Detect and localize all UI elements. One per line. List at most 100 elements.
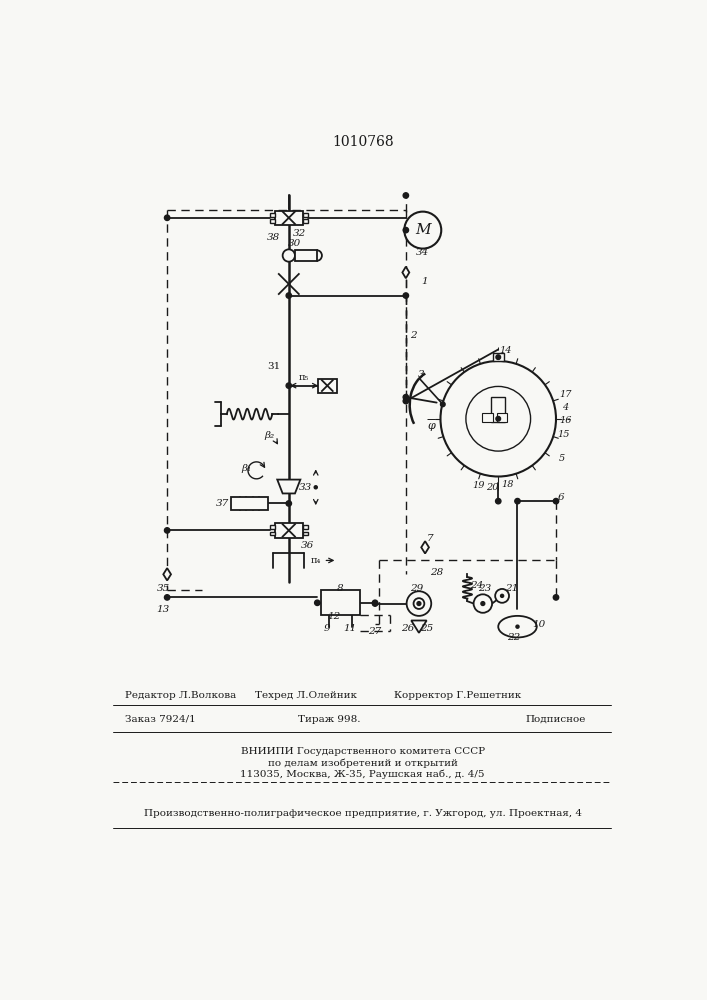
Circle shape: [554, 595, 559, 600]
Text: Производственно-полиграфическое предприятие, г. Ужгород, ул. Проектная, 4: Производственно-полиграфическое предприя…: [144, 808, 582, 818]
Ellipse shape: [498, 616, 537, 637]
Bar: [275, 211, 303, 225]
Text: 35: 35: [157, 584, 170, 593]
Bar: [269, 213, 275, 217]
Text: 11: 11: [344, 624, 357, 633]
Circle shape: [440, 402, 445, 407]
Text: 113035, Москва, Ж-35, Раушская наб., д. 4/5: 113035, Москва, Ж-35, Раушская наб., д. …: [240, 770, 485, 779]
Text: 1: 1: [422, 277, 428, 286]
Text: 6: 6: [558, 493, 565, 502]
Circle shape: [165, 595, 170, 600]
Circle shape: [554, 498, 559, 504]
Text: 34: 34: [416, 248, 429, 257]
Circle shape: [373, 601, 378, 606]
Text: 24: 24: [470, 581, 484, 590]
Circle shape: [315, 600, 320, 605]
Circle shape: [283, 249, 295, 262]
Bar: [295, 250, 317, 261]
Text: 32: 32: [293, 229, 306, 238]
Text: 17: 17: [559, 390, 571, 399]
Bar: [491, 397, 506, 422]
Bar: [231, 497, 268, 510]
Circle shape: [501, 594, 503, 597]
Text: Техред Л.Олейник: Техред Л.Олейник: [255, 691, 357, 700]
Bar: [275, 523, 303, 538]
Bar: [321, 590, 360, 615]
Circle shape: [404, 212, 441, 249]
Text: 27: 27: [368, 627, 382, 636]
Text: β₂: β₂: [264, 431, 274, 440]
Text: 4: 4: [562, 403, 568, 412]
Text: 23: 23: [478, 584, 491, 593]
Bar: [493, 353, 503, 361]
Bar: [303, 213, 308, 217]
Text: 15: 15: [557, 430, 570, 439]
Bar: [303, 219, 308, 223]
Text: 22: 22: [507, 633, 520, 642]
Circle shape: [165, 528, 170, 533]
Text: 26: 26: [401, 624, 414, 633]
Bar: [269, 525, 275, 529]
Text: 18: 18: [501, 480, 514, 489]
Circle shape: [440, 361, 556, 477]
Circle shape: [286, 501, 291, 506]
Text: 19: 19: [473, 481, 485, 490]
Circle shape: [474, 594, 492, 613]
Polygon shape: [411, 620, 426, 633]
Text: 2: 2: [410, 331, 417, 340]
Circle shape: [407, 591, 431, 616]
Text: 31: 31: [267, 362, 280, 371]
Circle shape: [466, 386, 530, 451]
Text: 33: 33: [299, 483, 312, 492]
Text: 36: 36: [300, 541, 314, 550]
Circle shape: [516, 625, 519, 628]
Circle shape: [403, 293, 409, 298]
Circle shape: [496, 498, 501, 504]
Text: 12: 12: [327, 612, 341, 621]
Circle shape: [403, 193, 409, 198]
Text: 14: 14: [500, 346, 512, 355]
Polygon shape: [421, 541, 429, 554]
Circle shape: [481, 602, 485, 605]
Circle shape: [165, 215, 170, 220]
Text: 38: 38: [267, 233, 280, 242]
Text: Тираж 998.: Тираж 998.: [298, 715, 360, 724]
Text: M: M: [415, 223, 431, 237]
Bar: [269, 219, 275, 223]
Bar: [269, 532, 275, 535]
Text: 20: 20: [486, 483, 498, 492]
Text: β₁: β₁: [241, 464, 252, 473]
Circle shape: [314, 486, 317, 489]
Text: п₅: п₅: [299, 373, 310, 382]
Circle shape: [286, 293, 291, 298]
Bar: [318, 379, 337, 393]
Text: φ: φ: [427, 421, 435, 431]
Circle shape: [515, 498, 520, 504]
Polygon shape: [277, 480, 300, 493]
Text: ВНИИПИ Государственного комитета СССР: ВНИИПИ Государственного комитета СССР: [240, 747, 485, 756]
Circle shape: [403, 398, 409, 404]
Text: Редактор Л.Волкова: Редактор Л.Волкова: [125, 691, 236, 700]
Circle shape: [495, 589, 509, 603]
Text: Заказ 7924/1: Заказ 7924/1: [125, 715, 196, 724]
Text: 28: 28: [430, 568, 443, 577]
Polygon shape: [402, 267, 409, 278]
Bar: [303, 525, 308, 529]
Text: 21: 21: [505, 584, 518, 593]
Bar: [303, 532, 308, 535]
Text: Подписное: Подписное: [525, 715, 585, 724]
Polygon shape: [163, 568, 171, 580]
Circle shape: [496, 355, 501, 359]
Text: 29: 29: [410, 584, 423, 593]
Text: 16: 16: [559, 416, 571, 425]
Text: Корректор Г.Решетник: Корректор Г.Решетник: [394, 691, 521, 700]
Text: 8: 8: [337, 584, 344, 593]
Circle shape: [286, 383, 291, 388]
Bar: [482, 413, 493, 422]
Text: 9: 9: [324, 624, 331, 633]
Text: п₄: п₄: [310, 556, 321, 565]
Circle shape: [373, 600, 378, 605]
Text: 25: 25: [420, 624, 433, 633]
Text: 30: 30: [288, 239, 302, 248]
Text: 10: 10: [532, 620, 546, 629]
